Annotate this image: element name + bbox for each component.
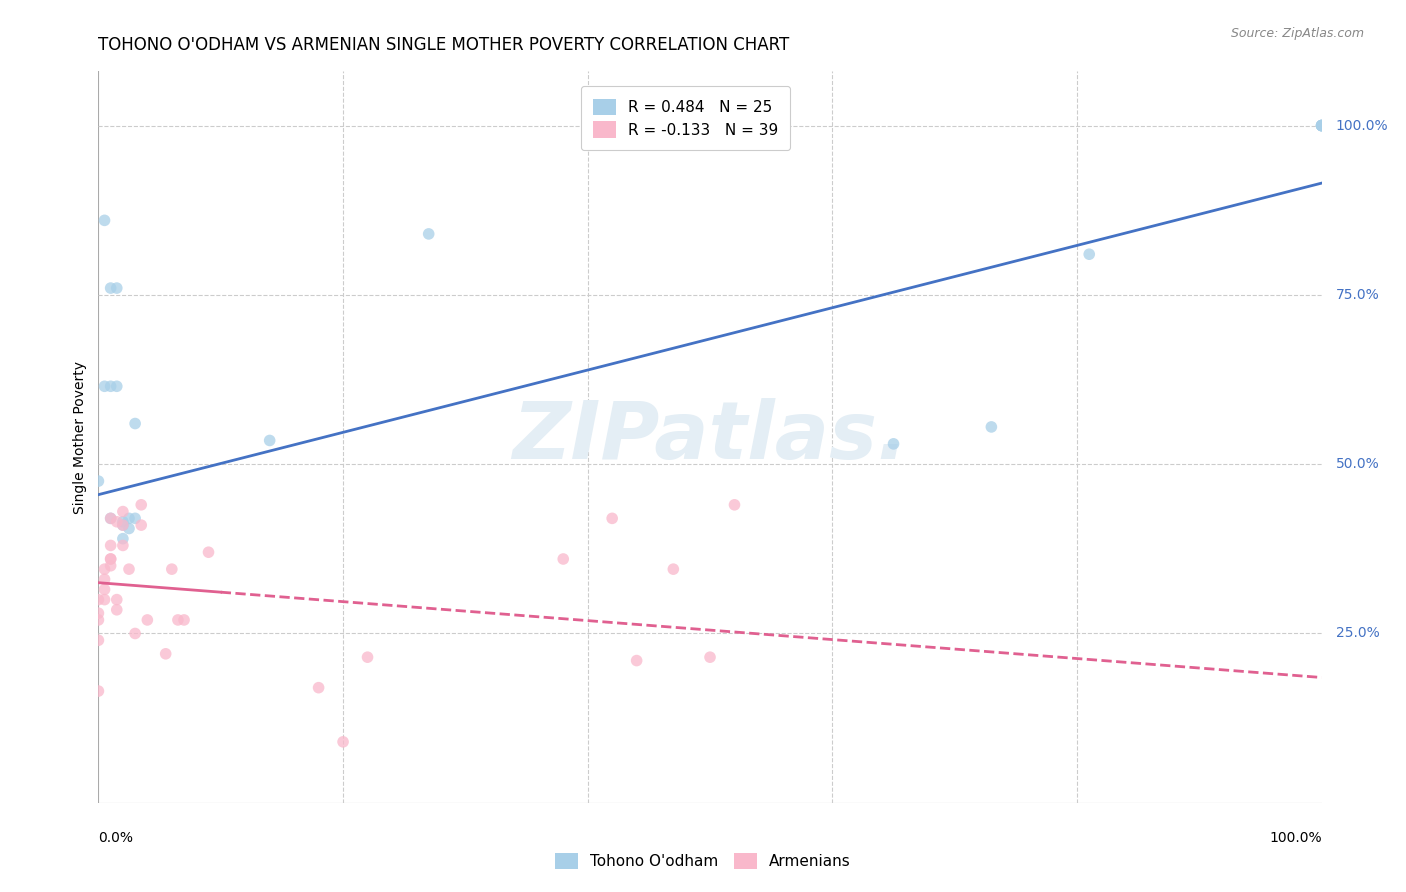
Point <box>1078 247 1101 261</box>
Point <box>155 647 177 661</box>
Legend: R = 0.484   N = 25, R = -0.133   N = 39: R = 0.484 N = 25, R = -0.133 N = 39 <box>581 87 790 150</box>
Point <box>111 538 134 552</box>
Point <box>93 592 115 607</box>
Point <box>105 281 128 295</box>
Point <box>100 552 122 566</box>
Point <box>93 582 115 597</box>
Point <box>87 592 110 607</box>
Point <box>100 552 122 566</box>
Point <box>111 518 134 533</box>
Point <box>111 518 134 533</box>
Point <box>723 498 745 512</box>
Point <box>111 505 134 519</box>
Point <box>124 417 146 431</box>
Point <box>600 511 623 525</box>
Point <box>129 498 152 512</box>
Point <box>1310 119 1333 133</box>
Point <box>197 545 219 559</box>
Point <box>1310 119 1333 133</box>
Point <box>699 650 721 665</box>
Point <box>87 606 110 620</box>
Point <box>1310 119 1333 133</box>
Point <box>553 552 575 566</box>
Text: 100.0%: 100.0% <box>1336 119 1388 133</box>
Text: 75.0%: 75.0% <box>1336 288 1379 301</box>
Point <box>160 562 183 576</box>
Point <box>259 434 281 448</box>
Point <box>93 213 115 227</box>
Point <box>93 572 115 586</box>
Point <box>87 633 110 648</box>
Point <box>662 562 685 576</box>
Point <box>167 613 190 627</box>
Point <box>105 515 128 529</box>
Point <box>105 379 128 393</box>
Point <box>136 613 159 627</box>
Point <box>100 281 122 295</box>
Text: 50.0%: 50.0% <box>1336 458 1379 471</box>
Text: 100.0%: 100.0% <box>1270 831 1322 846</box>
Point <box>124 511 146 525</box>
Point <box>626 654 648 668</box>
Point <box>87 684 110 698</box>
Point <box>87 474 110 488</box>
Text: 25.0%: 25.0% <box>1336 626 1379 640</box>
Point <box>111 515 134 529</box>
Point <box>118 511 141 525</box>
Point <box>93 562 115 576</box>
Point <box>111 532 134 546</box>
Text: Source: ZipAtlas.com: Source: ZipAtlas.com <box>1230 27 1364 40</box>
Text: ZIPatlas.: ZIPatlas. <box>512 398 908 476</box>
Point <box>105 603 128 617</box>
Point <box>100 511 122 525</box>
Point <box>100 379 122 393</box>
Point <box>418 227 440 241</box>
Point <box>356 650 378 665</box>
Point <box>87 613 110 627</box>
Point <box>980 420 1002 434</box>
Point <box>118 562 141 576</box>
Point <box>883 437 905 451</box>
Point <box>105 592 128 607</box>
Point <box>332 735 354 749</box>
Point <box>1310 119 1333 133</box>
Legend: Tohono O'odham, Armenians: Tohono O'odham, Armenians <box>550 847 856 875</box>
Point <box>308 681 330 695</box>
Text: TOHONO O'ODHAM VS ARMENIAN SINGLE MOTHER POVERTY CORRELATION CHART: TOHONO O'ODHAM VS ARMENIAN SINGLE MOTHER… <box>98 36 790 54</box>
Point <box>100 538 122 552</box>
Point <box>129 518 152 533</box>
Point <box>173 613 195 627</box>
Point <box>118 521 141 535</box>
Text: 0.0%: 0.0% <box>98 831 134 846</box>
Y-axis label: Single Mother Poverty: Single Mother Poverty <box>73 360 87 514</box>
Point <box>100 511 122 525</box>
Point <box>1310 119 1333 133</box>
Point <box>124 626 146 640</box>
Point <box>93 379 115 393</box>
Point <box>100 558 122 573</box>
